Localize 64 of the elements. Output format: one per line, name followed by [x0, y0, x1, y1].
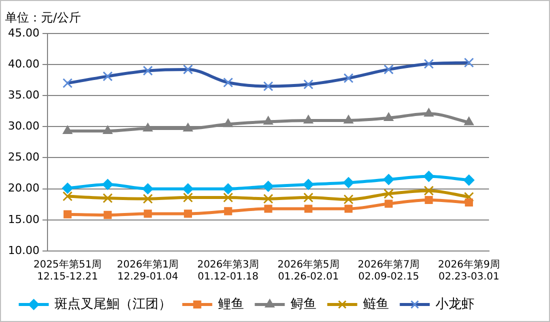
point	[304, 204, 312, 213]
point	[62, 126, 72, 134]
point	[184, 210, 192, 218]
point	[302, 178, 314, 190]
point	[142, 194, 153, 204]
legend-label: 鲤鱼	[218, 296, 244, 312]
point	[62, 191, 73, 202]
point	[384, 188, 394, 199]
y-tick-label: 15.00	[8, 212, 40, 226]
point	[383, 174, 394, 186]
point	[344, 194, 354, 204]
legend-label: 斑点叉尾鮰（江团）	[54, 296, 172, 312]
point	[182, 183, 194, 194]
y-tick-label: 20.00	[8, 182, 40, 195]
point	[424, 186, 434, 196]
point	[102, 193, 113, 204]
y-tick-label: 10.00	[8, 244, 40, 257]
point	[304, 114, 314, 124]
point	[464, 116, 474, 126]
point	[182, 192, 193, 203]
x-tick-label: 2026年第7周 02.09-02.15	[358, 258, 420, 283]
x-tick-label: 2026年第3周 01.12-01.18	[197, 258, 260, 283]
legend-label: 鲢鱼	[362, 296, 389, 312]
point	[102, 126, 113, 134]
point	[343, 177, 354, 188]
point	[223, 192, 234, 203]
point	[262, 180, 274, 192]
legend-label: 鲟鱼	[290, 296, 316, 312]
point	[384, 112, 394, 121]
point	[102, 178, 114, 190]
y-tick-label: 25.00	[8, 150, 40, 164]
y-tick-label: 40.00	[8, 57, 40, 70]
point	[223, 118, 233, 128]
x-tick-label: 2026年第5周 01.26-02.01	[277, 258, 340, 283]
x-tick-label: 2026年第1周 12.29-01.04	[116, 258, 179, 283]
point	[344, 204, 353, 213]
point	[464, 192, 474, 202]
point	[464, 198, 473, 207]
point	[263, 116, 274, 125]
legend-label: 小龙虾	[435, 296, 474, 312]
point	[144, 210, 152, 218]
point	[424, 196, 433, 204]
y-tick-label: 45.00	[8, 26, 40, 40]
point	[224, 207, 232, 216]
point	[64, 210, 72, 218]
point	[183, 123, 193, 132]
point	[424, 108, 434, 117]
point	[264, 204, 272, 213]
y-tick-label: 35.00	[8, 88, 40, 102]
point	[143, 123, 153, 132]
point	[62, 182, 74, 194]
point	[384, 200, 393, 208]
point	[423, 170, 434, 182]
y-tick-label: 30.00	[8, 120, 40, 133]
x-tick-label: 2026年第9周 02.23-03.01	[438, 258, 500, 283]
point	[344, 114, 354, 124]
point	[222, 183, 234, 194]
x-tick-label: 2025年第51周 12.15-12.21	[33, 258, 102, 283]
point	[463, 174, 474, 186]
point	[303, 192, 314, 203]
chart-title: 单位：元/公斤	[5, 10, 82, 24]
point	[104, 210, 112, 219]
point	[263, 194, 274, 204]
point	[142, 183, 154, 194]
